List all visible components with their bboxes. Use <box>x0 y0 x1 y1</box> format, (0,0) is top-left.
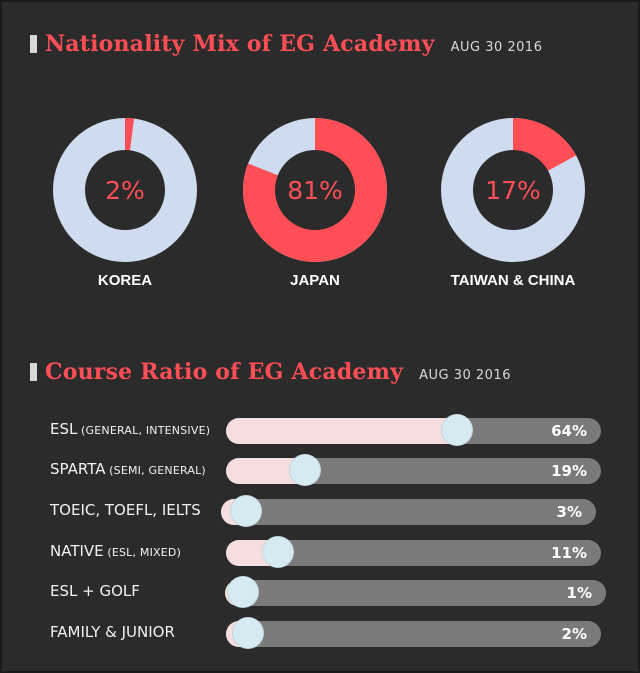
course-label: ESL (GENERAL, INTENSIVE) <box>50 420 210 438</box>
donut-svg: 81% <box>243 118 387 262</box>
donut-percent-label: 2% <box>105 176 145 205</box>
course-detail: (GENERAL, INTENSIVE) <box>77 424 211 437</box>
nationality-date: AUG 30 2016 <box>450 40 543 55</box>
donut-category-label: JAPAN <box>290 272 340 289</box>
donut-taiwan-china: 17% TAIWAN & CHINA <box>439 118 587 289</box>
course-label: TOEIC, TOEFL, IELTS <box>50 501 201 519</box>
course-name: ESL <box>50 420 78 438</box>
course-label: ESL + GOLF <box>50 582 140 600</box>
course-name: TOEIC, TOEFL, IELTS <box>50 501 201 519</box>
course-name: SPARTA <box>50 460 106 478</box>
bar-fill <box>226 418 457 444</box>
bar-percent-label: 2% <box>561 625 587 643</box>
course-date: AUG 30 2016 <box>419 368 511 383</box>
bar-knob <box>263 537 294 567</box>
bar-track: 2% <box>226 618 601 648</box>
course-detail: (ESL, MIXED) <box>103 546 182 559</box>
course-section-title: Course Ratio of EG Academy AUG 30 2016 <box>30 359 511 385</box>
donut-svg: 2% <box>53 118 197 262</box>
bar-track: 64% <box>226 415 601 445</box>
donut-svg: 17% <box>441 118 585 262</box>
nationality-section-title: Nationality Mix of EG Academy AUG 30 201… <box>30 31 542 57</box>
course-detail: (SEMI, GENERAL) <box>105 464 206 477</box>
donut-korea: 2% KOREA <box>51 118 199 289</box>
bar-percent-label: 11% <box>551 544 587 562</box>
donut-category-label: TAIWAN & CHINA <box>450 272 576 289</box>
course-name: FAMILY & JUNIOR <box>50 623 175 641</box>
donut-percent-label: 17% <box>485 176 541 205</box>
donut-hole <box>275 150 355 230</box>
bar-percent-label: 1% <box>566 584 592 602</box>
course-bar-row: ESL + GOLF 1% <box>0 577 640 608</box>
course-title: Course Ratio of EG Academy <box>45 359 404 385</box>
bar-knob <box>231 496 262 526</box>
donut-percent-label: 81% <box>287 176 343 205</box>
donut-hole <box>473 150 553 230</box>
bar-track: 1% <box>225 577 606 607</box>
course-bar-row: FAMILY & JUNIOR 2% <box>0 618 640 649</box>
course-bar-row: ESL (GENERAL, INTENSIVE) 64% <box>0 415 640 446</box>
bar-track: 3% <box>221 496 596 526</box>
donut-category-label: KOREA <box>97 272 153 289</box>
course-label: NATIVE (ESL, MIXED) <box>50 542 181 560</box>
course-bar-row: TOEIC, TOEFL, IELTS 3% <box>0 496 640 527</box>
bar-percent-label: 3% <box>556 503 582 521</box>
bar-percent-label: 64% <box>551 422 587 440</box>
title-marker <box>30 363 37 381</box>
donut-japan: 81% JAPAN <box>241 118 389 289</box>
course-name: NATIVE <box>50 542 104 560</box>
nationality-title: Nationality Mix of EG Academy <box>45 31 435 57</box>
title-marker <box>30 35 37 53</box>
donut-hole <box>85 150 165 230</box>
course-label: FAMILY & JUNIOR <box>50 623 175 641</box>
bar-track: 11% <box>226 537 601 567</box>
course-bar-row: NATIVE (ESL, MIXED) 11% <box>0 537 640 568</box>
bar-knob <box>232 618 263 648</box>
bar-percent-label: 19% <box>551 462 587 480</box>
bar-knob <box>290 455 321 485</box>
bar-track: 19% <box>226 455 601 485</box>
course-name: ESL + GOLF <box>50 582 140 600</box>
course-bar-row: SPARTA (SEMI, GENERAL) 19% <box>0 455 640 486</box>
course-label: SPARTA (SEMI, GENERAL) <box>50 460 206 478</box>
bar-knob <box>228 577 259 607</box>
bar-knob <box>442 415 472 445</box>
